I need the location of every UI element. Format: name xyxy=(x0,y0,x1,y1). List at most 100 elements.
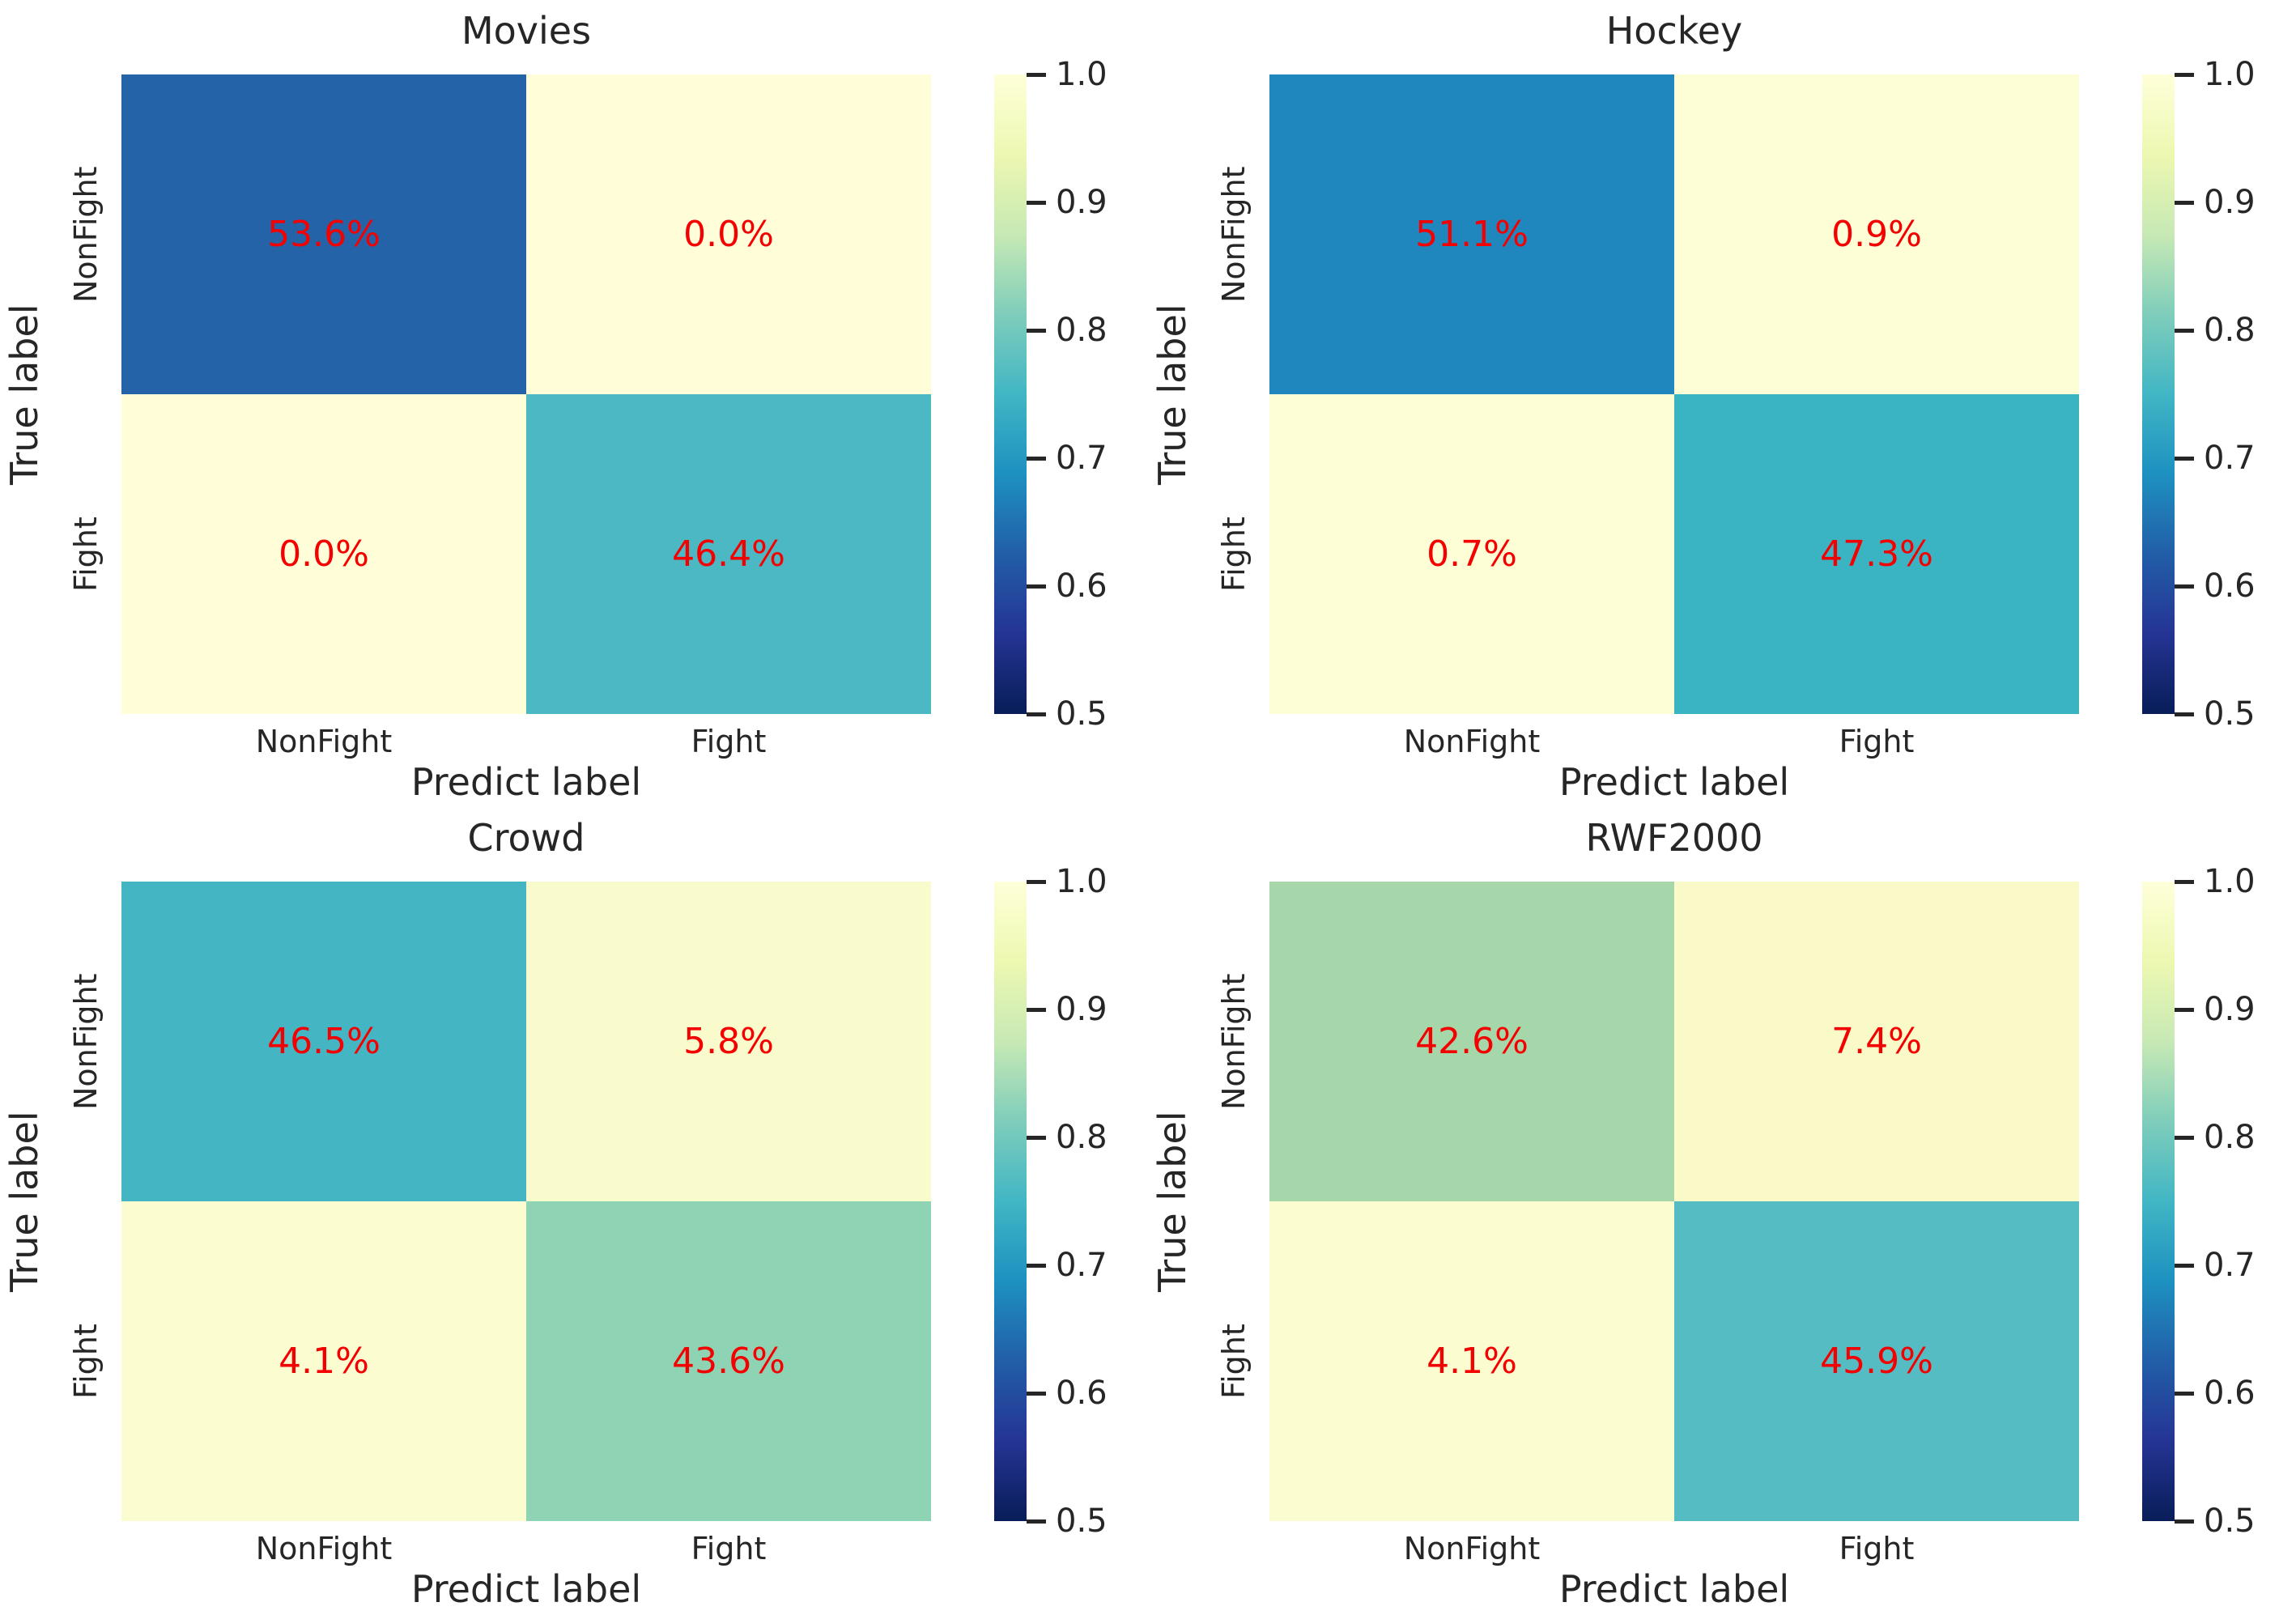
y-tick-nonfight: NonFight xyxy=(68,166,104,303)
colorbar-tick: 0.5 xyxy=(1027,1502,1108,1541)
tick-label: 0.5 xyxy=(2204,1502,2256,1540)
tick-label: 0.6 xyxy=(2204,567,2256,605)
heatmap-grid: 53.6% 0.0% 0.0% 46.4% xyxy=(121,74,931,714)
x-tick-nonfight: NonFight xyxy=(255,724,393,759)
x-tick-nonfight: NonFight xyxy=(1403,724,1541,759)
colorbar-tick: 1.0 xyxy=(1027,862,1108,901)
tick-label: 1.0 xyxy=(1056,863,1108,900)
cell-true-fight-pred-fight: 45.9% xyxy=(1674,1201,2079,1521)
cell-value: 51.1% xyxy=(1415,214,1529,255)
colorbar-gradient xyxy=(2142,882,2175,1521)
colorbar-gradient xyxy=(994,882,1027,1521)
cell-value: 7.4% xyxy=(1831,1021,1922,1062)
tick-mark xyxy=(1027,1519,1046,1524)
colorbar-tick: 0.7 xyxy=(1027,439,1108,478)
cell-true-fight-pred-nonfight: 4.1% xyxy=(121,1201,526,1521)
cell-value: 0.0% xyxy=(683,214,774,255)
cell-value: 47.3% xyxy=(1820,533,1933,575)
x-tick-nonfight: NonFight xyxy=(255,1531,393,1566)
y-tick-fight: Fight xyxy=(68,1324,104,1399)
tick-mark xyxy=(1027,1007,1046,1012)
tick-label: 0.9 xyxy=(2204,184,2256,221)
colorbar-tick: 0.5 xyxy=(1027,695,1108,733)
colorbar-tick: 0.8 xyxy=(2175,1118,2256,1157)
colorbar-tick: 0.9 xyxy=(1027,990,1108,1029)
cell-value: 53.6% xyxy=(267,214,381,255)
tick-label: 0.7 xyxy=(1056,440,1108,477)
cell-true-nonfight-pred-nonfight: 53.6% xyxy=(121,74,526,394)
colorbar-tick: 0.6 xyxy=(2175,567,2256,606)
cell-value: 46.5% xyxy=(267,1021,381,1062)
panel-title: Movies xyxy=(461,9,592,53)
tick-mark xyxy=(2175,200,2194,205)
panel-movies: Movies True label NonFight Fight 53.6% 0… xyxy=(0,0,1148,807)
heatmap-grid: 51.1% 0.9% 0.7% 47.3% xyxy=(1269,74,2079,714)
cell-true-nonfight-pred-fight: 0.0% xyxy=(526,74,931,394)
y-axis-label: True label xyxy=(1150,1111,1194,1292)
tick-mark xyxy=(1027,200,1046,205)
tick-label: 0.8 xyxy=(1056,312,1108,349)
colorbar-tick: 0.9 xyxy=(2175,990,2256,1029)
x-tick-nonfight: NonFight xyxy=(1403,1531,1541,1566)
tick-mark xyxy=(2175,1007,2194,1012)
colorbar-tick: 0.7 xyxy=(2175,1246,2256,1285)
colorbar-tick: 0.5 xyxy=(2175,695,2256,733)
tick-label: 1.0 xyxy=(2204,56,2256,93)
tick-mark xyxy=(2175,584,2194,589)
tick-label: 0.8 xyxy=(2204,1119,2256,1156)
y-axis-label: True label xyxy=(1150,304,1194,485)
tick-label: 0.9 xyxy=(1056,991,1108,1028)
y-tick-nonfight: NonFight xyxy=(68,973,104,1110)
tick-label: 0.7 xyxy=(2204,440,2256,477)
tick-mark xyxy=(2175,1263,2194,1268)
colorbar-gradient xyxy=(2142,74,2175,714)
tick-label: 0.6 xyxy=(1056,567,1108,605)
tick-label: 0.5 xyxy=(2204,695,2256,733)
tick-mark xyxy=(2175,456,2194,461)
colorbar-tick: 0.8 xyxy=(1027,311,1108,350)
colorbar-tick: 0.9 xyxy=(2175,183,2256,222)
tick-mark xyxy=(1027,456,1046,461)
panel-title: RWF2000 xyxy=(1585,816,1763,860)
tick-label: 0.9 xyxy=(2204,991,2256,1028)
tick-label: 1.0 xyxy=(2204,863,2256,900)
tick-label: 0.7 xyxy=(2204,1247,2256,1284)
x-tick-fight: Fight xyxy=(691,724,767,759)
panel-crowd: Crowd True label NonFight Fight 46.5% 5.… xyxy=(0,807,1148,1614)
x-tick-fight: Fight xyxy=(691,1531,767,1566)
x-axis-label: Predict label xyxy=(410,1567,642,1611)
panel-rwf2000: RWF2000 True label NonFight Fight 42.6% … xyxy=(1148,807,2296,1614)
cell-value: 45.9% xyxy=(1820,1341,1933,1382)
colorbar-tick: 0.8 xyxy=(1027,1118,1108,1157)
cell-true-nonfight-pred-nonfight: 51.1% xyxy=(1269,74,1674,394)
colorbar-gradient xyxy=(994,74,1027,714)
y-axis-label: True label xyxy=(2,304,46,485)
colorbar-tick: 0.5 xyxy=(2175,1502,2256,1541)
panel-title: Hockey xyxy=(1605,9,1743,53)
tick-mark xyxy=(2175,1135,2194,1140)
tick-label: 0.6 xyxy=(1056,1375,1108,1412)
x-axis-label: Predict label xyxy=(1558,1567,1790,1611)
cell-value: 5.8% xyxy=(683,1021,774,1062)
tick-label: 0.9 xyxy=(1056,184,1108,221)
tick-label: 0.6 xyxy=(2204,1375,2256,1412)
cell-true-fight-pred-fight: 46.4% xyxy=(526,394,931,714)
x-tick-fight: Fight xyxy=(1839,724,1915,759)
y-axis-label: True label xyxy=(2,1111,46,1292)
tick-mark xyxy=(2175,328,2194,333)
colorbar-tick: 0.7 xyxy=(1027,1246,1108,1285)
x-axis-label: Predict label xyxy=(410,760,642,804)
tick-mark xyxy=(1027,712,1046,716)
tick-mark xyxy=(1027,72,1046,77)
colorbar-tick: 0.6 xyxy=(1027,1374,1108,1413)
y-tick-fight: Fight xyxy=(1216,1324,1252,1399)
colorbar-tick: 1.0 xyxy=(1027,55,1108,94)
panel-title: Crowd xyxy=(467,816,585,860)
cell-true-fight-pred-fight: 47.3% xyxy=(1674,394,2079,714)
heatmap-grid: 46.5% 5.8% 4.1% 43.6% xyxy=(121,882,931,1521)
cell-true-nonfight-pred-fight: 5.8% xyxy=(526,882,931,1201)
heatmap-grid: 42.6% 7.4% 4.1% 45.9% xyxy=(1269,882,2079,1521)
tick-mark xyxy=(1027,1263,1046,1268)
x-tick-fight: Fight xyxy=(1839,1531,1915,1566)
